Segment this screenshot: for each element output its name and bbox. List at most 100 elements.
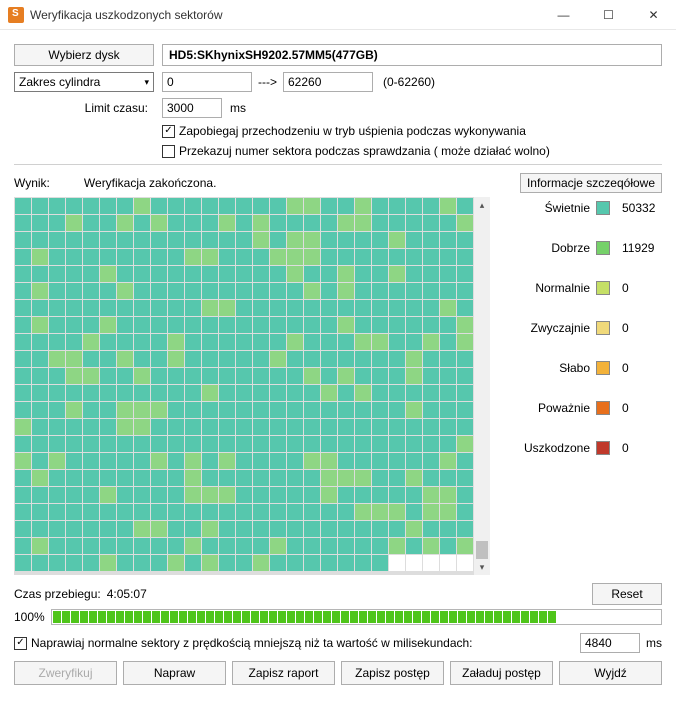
sector-block (457, 283, 473, 299)
details-button[interactable]: Informacje szczeqółowe (520, 173, 662, 193)
repair-button[interactable]: Napraw (123, 661, 226, 685)
sector-block (440, 385, 456, 401)
minimize-button[interactable]: — (541, 0, 586, 30)
result-status: Weryfikacja zakończona. (84, 176, 217, 190)
scroll-thumb[interactable] (476, 541, 488, 559)
sector-block (83, 521, 99, 537)
save-progress-button[interactable]: Zapisz postęp (341, 661, 444, 685)
close-button[interactable]: ✕ (631, 0, 676, 30)
repair-threshold-input[interactable] (580, 633, 640, 653)
sector-block (49, 402, 65, 418)
sector-block (389, 300, 405, 316)
sector-block (202, 402, 218, 418)
sector-block (168, 266, 184, 282)
sector-block (270, 538, 286, 554)
sector-block (372, 351, 388, 367)
load-progress-button[interactable]: Załaduj postęp (450, 661, 553, 685)
sector-block (134, 521, 150, 537)
sector-block (219, 317, 235, 333)
cylinder-range-select[interactable]: Zakres cylindra ▾ (14, 72, 154, 92)
sector-block (321, 555, 337, 571)
exit-button[interactable]: Wyjdź (559, 661, 662, 685)
sector-block (287, 521, 303, 537)
sector-block (134, 300, 150, 316)
prevent-sleep-checkbox[interactable] (162, 125, 175, 138)
sector-block (151, 249, 167, 265)
cylinder-from-input[interactable] (162, 72, 252, 92)
sector-block (304, 368, 320, 384)
sector-block (117, 266, 133, 282)
sector-block (134, 402, 150, 418)
sector-block (304, 470, 320, 486)
scroll-down-icon[interactable]: ▾ (474, 559, 490, 575)
sector-block (304, 300, 320, 316)
sector-block (117, 351, 133, 367)
sector-block (219, 198, 235, 214)
save-report-button[interactable]: Zapisz raport (232, 661, 335, 685)
sector-block (440, 334, 456, 350)
grid-scrollbar[interactable]: ▴ ▾ (474, 197, 490, 575)
sector-block (406, 521, 422, 537)
sector-block (355, 453, 371, 469)
scroll-up-icon[interactable]: ▴ (474, 197, 490, 213)
sector-block (219, 538, 235, 554)
sector-block (355, 300, 371, 316)
sector-block (168, 487, 184, 503)
select-disk-button[interactable]: Wybierz dysk (14, 44, 154, 66)
reset-button[interactable]: Reset (592, 583, 662, 605)
sector-block (117, 555, 133, 571)
sector-block (423, 453, 439, 469)
sector-block (355, 249, 371, 265)
sector-block (457, 334, 473, 350)
sector-block (219, 470, 235, 486)
sector-block (83, 317, 99, 333)
sector-block (83, 283, 99, 299)
sector-block (406, 317, 422, 333)
sector-block (83, 436, 99, 452)
sector-block (134, 385, 150, 401)
time-limit-label: Limit czasu: (14, 101, 154, 115)
repair-label: Naprawiaj normalne sektory z prędkością … (31, 636, 473, 650)
cylinder-to-input[interactable] (283, 72, 373, 92)
sector-block (338, 334, 354, 350)
sector-block (304, 385, 320, 401)
sector-block (355, 538, 371, 554)
sector-block (168, 283, 184, 299)
sector-block (151, 402, 167, 418)
sector-block (100, 470, 116, 486)
sector-block (15, 317, 31, 333)
sector-block (15, 436, 31, 452)
legend-swatch (596, 401, 610, 415)
sector-block (168, 402, 184, 418)
sector-block (440, 232, 456, 248)
time-limit-input[interactable] (162, 98, 222, 118)
sector-block (100, 504, 116, 520)
sector-block (270, 317, 286, 333)
sector-block (168, 385, 184, 401)
sector-block (100, 538, 116, 554)
pass-sector-checkbox[interactable] (162, 145, 175, 158)
sector-block (321, 453, 337, 469)
sector-block (423, 487, 439, 503)
sector-block (406, 402, 422, 418)
sector-block (423, 504, 439, 520)
legend-row: Słabo0 (512, 361, 662, 375)
sector-block (236, 436, 252, 452)
sector-block (134, 266, 150, 282)
repair-checkbox[interactable] (14, 637, 27, 650)
verify-button[interactable]: Zweryfikuj (14, 661, 117, 685)
sector-block (32, 351, 48, 367)
sector-block (151, 334, 167, 350)
sector-block (287, 419, 303, 435)
sector-block (15, 232, 31, 248)
sector-block (236, 266, 252, 282)
sector-block (270, 504, 286, 520)
sector-block (32, 555, 48, 571)
maximize-button[interactable]: ☐ (586, 0, 631, 30)
sector-block (423, 283, 439, 299)
sector-block (49, 436, 65, 452)
sector-block (219, 402, 235, 418)
result-label: Wynik: (14, 176, 50, 190)
sector-block (66, 555, 82, 571)
sector-block (32, 215, 48, 231)
